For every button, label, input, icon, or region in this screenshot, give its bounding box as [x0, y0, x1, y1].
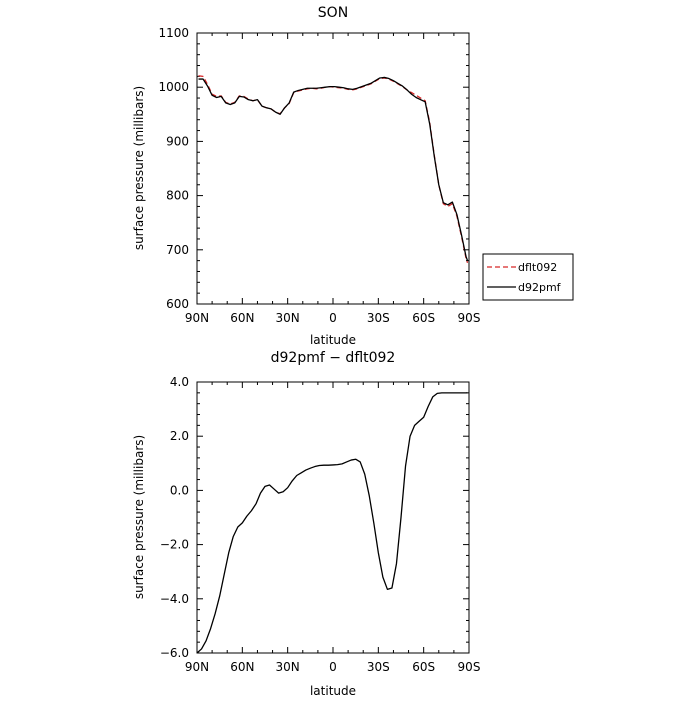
- top-y-tick-label: 800: [166, 189, 189, 203]
- top-y-tick-label: 1000: [158, 80, 189, 94]
- bottom-x-tick-label: 0: [329, 660, 337, 674]
- top-y-tick-label: 700: [166, 243, 189, 257]
- top-x-tick-label: 30S: [367, 311, 390, 325]
- top-series-lines: [198, 75, 469, 264]
- legend-box: [482, 253, 574, 301]
- bottom-y-tick-label: −2.0: [160, 538, 189, 552]
- bottom-x-tick-label: 90N: [185, 660, 209, 674]
- bottom-plot-frame: [196, 381, 470, 654]
- bottom-series-lines: [196, 392, 468, 654]
- legend-label-dflt092: dflt092: [518, 261, 557, 274]
- top-x-tick-label: 30N: [276, 311, 300, 325]
- bottom-chart-title: d92pmf − dflt092: [271, 350, 396, 366]
- top-y-axis-label: surface pressure (millibars): [132, 86, 146, 250]
- top-series-line-dflt092: [198, 75, 469, 264]
- bottom-y-tick-label: 4.0: [170, 375, 189, 389]
- bottom-axis-ticks: 90N 60N 30N 0 30S 60S 90S −6.0 −4.0 −2.0 0.0 2.0 4.0: [160, 375, 481, 674]
- top-x-tick-label: 90N: [185, 311, 209, 325]
- legend: dflt092 d92pmf: [482, 253, 574, 301]
- bottom-y-axis-label: surface pressure (millibars): [132, 435, 146, 599]
- top-y-tick-label: 900: [166, 134, 189, 148]
- top-y-tick-label: 600: [166, 297, 189, 311]
- top-x-tick-label: 0: [329, 311, 337, 325]
- bottom-x-tick-label: 60N: [230, 660, 254, 674]
- bottom-y-tick-label: −6.0: [160, 646, 189, 660]
- top-x-tick-label: 60S: [412, 311, 435, 325]
- top-y-tick-label: 1100: [158, 26, 189, 40]
- bottom-x-tick-label: 30S: [367, 660, 390, 674]
- bottom-series-line-0: [196, 392, 468, 654]
- bottom-x-axis-label: latitude: [310, 684, 356, 698]
- bottom-x-tick-label: 30N: [276, 660, 300, 674]
- top-x-axis-label: latitude: [310, 333, 356, 347]
- top-plot-frame: [196, 32, 470, 305]
- bottom-y-tick-label: 0.0: [170, 483, 189, 497]
- top-axis-ticks: 90N 60N 30N 0 30S 60S 90S 600 700 800 900 1000 1100: [158, 26, 480, 325]
- top-chart-title: SON: [318, 5, 348, 21]
- legend-label-d92pmf: d92pmf: [518, 281, 562, 294]
- bottom-y-tick-label: 2.0: [170, 429, 189, 443]
- bottom-y-tick-label: −4.0: [160, 592, 189, 606]
- bottom-panel: d92pmf − dflt092 90N 60N 30N 0 30S 60S 90S −6.0…: [132, 350, 480, 698]
- top-series-line-d92pmf: [198, 76, 469, 261]
- bottom-x-tick-label: 90S: [458, 660, 481, 674]
- bottom-x-tick-label: 60S: [412, 660, 435, 674]
- top-x-tick-label: 60N: [230, 311, 254, 325]
- top-x-tick-label: 90S: [458, 311, 481, 325]
- top-panel: SON 90N 60N 30N 0 30S 60S 90S 600 700 800 900 1000 1…: [132, 5, 574, 347]
